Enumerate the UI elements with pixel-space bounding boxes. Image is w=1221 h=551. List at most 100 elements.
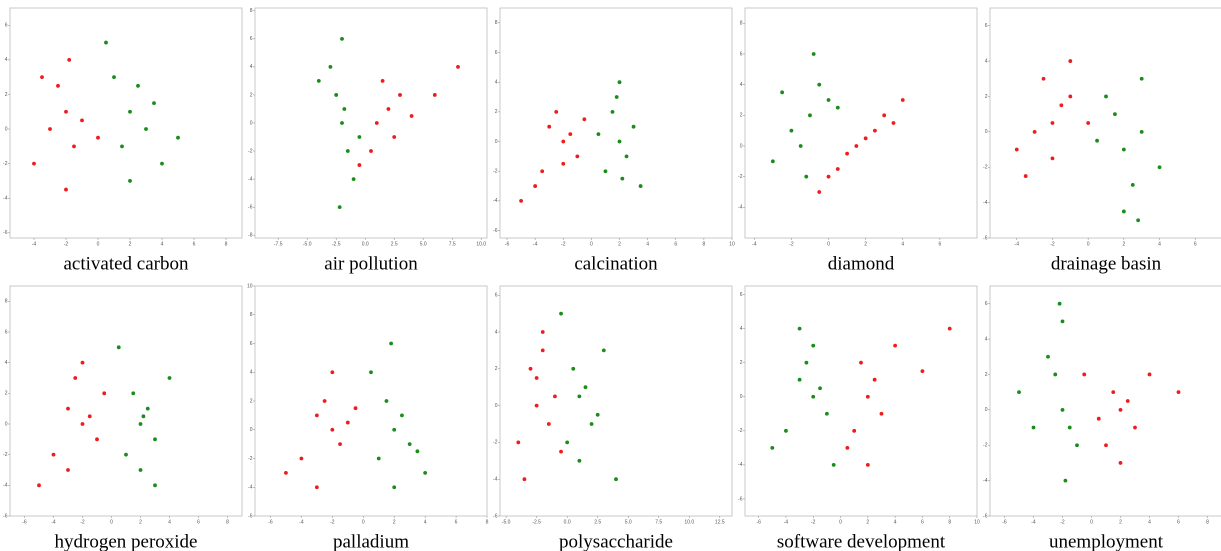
point xyxy=(1136,218,1141,223)
point xyxy=(340,36,344,41)
point xyxy=(1060,319,1065,324)
point xyxy=(553,394,557,399)
point xyxy=(357,135,362,139)
plot-frame xyxy=(9,7,243,239)
point xyxy=(374,121,379,125)
x-tick-label: -4 xyxy=(299,519,304,525)
point xyxy=(519,199,523,203)
point xyxy=(131,391,136,396)
point xyxy=(330,427,335,432)
point xyxy=(540,330,545,334)
y-tick-label: 6 xyxy=(250,341,253,347)
y-tick-label: 6 xyxy=(740,292,743,298)
point xyxy=(330,370,335,375)
point xyxy=(144,127,148,131)
point xyxy=(1059,103,1064,108)
point xyxy=(369,149,373,153)
x-tick-label: -2.5 xyxy=(332,241,341,247)
x-tick-label: -4 xyxy=(32,241,37,247)
point xyxy=(1111,390,1116,395)
point xyxy=(138,468,143,472)
point xyxy=(104,40,108,45)
y-tick-label: 0 xyxy=(250,120,253,126)
y-tick-label: -6 xyxy=(493,228,498,234)
x-tick-label: 2 xyxy=(129,241,132,247)
x-tick-label: -2 xyxy=(1050,241,1055,247)
x-tick-label: 4 xyxy=(646,241,649,247)
point xyxy=(624,154,629,159)
point xyxy=(1031,425,1036,430)
point xyxy=(617,139,622,144)
point xyxy=(891,121,896,125)
x-tick-label: 8 xyxy=(1206,519,1209,525)
x-tick-label: 8 xyxy=(226,519,229,525)
x-tick-label: 2 xyxy=(393,519,396,525)
point xyxy=(873,128,877,133)
x-tick-label: 6 xyxy=(455,519,458,525)
point xyxy=(797,326,802,331)
point xyxy=(1014,147,1019,152)
x-tick-label: 2 xyxy=(139,519,142,525)
x-tick-label: -2 xyxy=(811,519,816,525)
caption: activated carbon xyxy=(63,253,189,274)
point xyxy=(845,445,850,450)
x-tick-label: -5.0 xyxy=(502,519,511,525)
point xyxy=(614,477,618,482)
y-tick-label: 4 xyxy=(5,57,8,63)
point xyxy=(826,174,831,179)
x-tick-label: 12.5 xyxy=(715,519,725,525)
x-tick-label: 6 xyxy=(938,241,941,247)
point xyxy=(770,445,775,450)
point xyxy=(392,135,397,139)
x-tick-label: 0 xyxy=(110,519,113,525)
x-tick-label: 5.0 xyxy=(625,519,632,525)
x-tick-label: -6 xyxy=(268,519,273,525)
point xyxy=(797,377,802,382)
x-tick-label: 2 xyxy=(618,241,621,247)
y-tick-label: 4 xyxy=(985,336,988,342)
y-tick-label: 0 xyxy=(495,403,498,409)
y-tick-label: 2 xyxy=(5,391,8,397)
point xyxy=(1032,129,1037,134)
x-tick-label: -4 xyxy=(752,241,757,247)
point xyxy=(153,483,157,488)
x-tick-label: 6 xyxy=(1194,241,1197,247)
point xyxy=(780,90,785,95)
y-tick-label: -4 xyxy=(738,462,743,468)
y-tick-label: 2 xyxy=(740,360,743,366)
y-tick-label: 4 xyxy=(740,326,743,332)
y-tick-label: -2 xyxy=(3,452,8,458)
point xyxy=(1130,183,1135,187)
point xyxy=(128,179,132,183)
point xyxy=(1157,165,1162,170)
x-tick-label: 8 xyxy=(948,519,951,525)
point xyxy=(1095,138,1099,143)
plot-frame xyxy=(9,285,243,517)
point xyxy=(116,345,121,350)
y-tick-label: -2 xyxy=(248,456,253,462)
point xyxy=(80,422,85,426)
x-tick-label: 4 xyxy=(168,519,171,525)
y-tick-label: -2 xyxy=(738,428,743,434)
point xyxy=(37,483,41,488)
point xyxy=(595,412,600,417)
x-tick-label: -6 xyxy=(22,519,27,525)
point xyxy=(540,348,545,353)
point xyxy=(1063,478,1068,483)
point xyxy=(920,369,925,374)
y-tick-label: -4 xyxy=(248,176,253,182)
point xyxy=(160,161,164,166)
point xyxy=(882,113,887,118)
point xyxy=(583,385,588,390)
y-tick-label: -4 xyxy=(3,483,8,489)
point xyxy=(1113,112,1117,117)
point xyxy=(571,366,576,371)
y-tick-label: 6 xyxy=(740,51,743,57)
point xyxy=(423,470,428,475)
point xyxy=(863,136,868,141)
y-tick-label: -4 xyxy=(738,205,743,211)
y-tick-label: -6 xyxy=(983,513,988,519)
point xyxy=(1068,94,1073,99)
x-tick-label: 0 xyxy=(1087,241,1090,247)
point xyxy=(947,326,952,331)
